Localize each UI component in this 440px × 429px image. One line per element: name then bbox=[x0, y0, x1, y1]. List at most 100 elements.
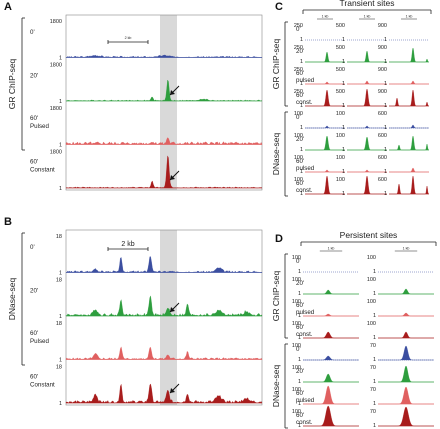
signal-track bbox=[389, 80, 429, 85]
scale-label: 1 kb bbox=[403, 247, 410, 251]
y-top-label: 70 bbox=[370, 409, 376, 415]
signal-track bbox=[65, 383, 263, 404]
signal-track bbox=[303, 405, 359, 427]
signal-track bbox=[305, 89, 345, 107]
row-label: 20' bbox=[296, 136, 304, 143]
signal-track bbox=[389, 135, 430, 151]
y-bottom-label: 1 bbox=[298, 357, 301, 363]
row-label: 0' bbox=[296, 26, 301, 33]
y-top-label: 900 bbox=[378, 89, 387, 95]
y-top-label: 100 bbox=[292, 277, 301, 283]
row-label: 20' bbox=[296, 48, 304, 55]
y-bottom-label: 1 bbox=[384, 103, 387, 109]
signal-track bbox=[303, 355, 359, 361]
y-top-label: 100 bbox=[294, 133, 303, 139]
dnase-side-label: DNase-seq bbox=[271, 132, 281, 175]
y-bottom-label: 1 bbox=[300, 125, 303, 131]
row-label: 60' bbox=[296, 324, 304, 331]
signal-track bbox=[378, 345, 434, 361]
signal-track bbox=[305, 169, 345, 173]
signal-track bbox=[305, 135, 345, 151]
y-bottom-label: 1 bbox=[342, 191, 345, 197]
y-bottom-label: 1 bbox=[373, 379, 376, 385]
y-bottom-label: 1 bbox=[384, 191, 387, 197]
signal-track bbox=[378, 406, 434, 427]
y-top-label: 100 bbox=[367, 255, 376, 261]
y-top-label: 100 bbox=[294, 155, 303, 161]
y-bottom-label: 1 bbox=[59, 143, 62, 149]
y-bottom-label: 1 bbox=[384, 125, 387, 131]
y-top-label: 900 bbox=[378, 67, 387, 73]
y-bottom-label: 1 bbox=[300, 169, 303, 175]
y-top-label: 600 bbox=[378, 133, 387, 139]
signal-track bbox=[65, 295, 263, 317]
signal-track bbox=[347, 88, 387, 107]
y-top-label: 100 bbox=[336, 155, 345, 161]
scale-label: 2 kb bbox=[125, 36, 132, 40]
signal-track bbox=[378, 288, 434, 295]
y-bottom-label: 1 bbox=[59, 314, 62, 320]
y-bottom-label: 1 bbox=[384, 81, 387, 87]
y-top-label: 100 bbox=[292, 343, 301, 349]
signal-track bbox=[378, 331, 434, 339]
track-frame bbox=[65, 229, 263, 406]
y-bottom-label: 1 bbox=[373, 335, 376, 341]
y-bottom-label: 1 bbox=[384, 59, 387, 65]
row-label: 0' bbox=[296, 114, 301, 121]
row-label: 60' bbox=[30, 115, 38, 122]
y-bottom-label: 1 bbox=[59, 271, 62, 277]
arrow-head bbox=[170, 90, 175, 95]
signal-track bbox=[347, 125, 387, 129]
y-top-label: 250 bbox=[294, 89, 303, 95]
y-top-label: 900 bbox=[378, 23, 387, 29]
y-bottom-label: 1 bbox=[373, 401, 376, 407]
row-label: 0' bbox=[30, 29, 35, 36]
y-top-label: 250 bbox=[294, 23, 303, 29]
y-bottom-label: 1 bbox=[300, 59, 303, 65]
signal-track bbox=[303, 313, 359, 317]
row-label: 60' bbox=[30, 374, 38, 381]
signal-track bbox=[389, 47, 430, 63]
y-bottom-label: 1 bbox=[373, 357, 376, 363]
signal-track bbox=[389, 167, 429, 173]
scale-label: 1 kb bbox=[322, 15, 329, 19]
row-label: Pulsed bbox=[30, 338, 49, 345]
y-top-label: 18 bbox=[56, 234, 62, 240]
y-top-label: 100 bbox=[292, 387, 301, 393]
row-label: Pulsed bbox=[30, 123, 49, 130]
signal-track bbox=[305, 81, 345, 85]
y-bottom-label: 1 bbox=[59, 186, 62, 192]
row-label: 60' bbox=[30, 159, 38, 166]
y-top-label: 100 bbox=[336, 111, 345, 117]
signal-track bbox=[347, 50, 387, 63]
y-top-label: 100 bbox=[367, 299, 376, 305]
signal-track bbox=[347, 136, 387, 151]
arrow-head bbox=[170, 307, 175, 312]
highlight-band bbox=[160, 15, 177, 190]
panel-title: Persistent sites bbox=[340, 230, 398, 240]
row-label: 60' bbox=[296, 390, 304, 397]
scale-label: 1 kb bbox=[328, 247, 335, 251]
row-label: Constant bbox=[30, 382, 55, 389]
track-frame bbox=[65, 14, 263, 191]
signal-track bbox=[65, 155, 263, 189]
y-top-label: 70 bbox=[370, 365, 376, 371]
background-layer bbox=[160, 15, 177, 405]
y-bottom-label: 1 bbox=[300, 191, 303, 197]
row-label: const. bbox=[296, 331, 313, 338]
y-bottom-label: 1 bbox=[298, 269, 301, 275]
row-label: pulsed bbox=[296, 165, 315, 172]
y-bottom-label: 1 bbox=[59, 401, 62, 407]
y-bottom-label: 1 bbox=[300, 147, 303, 153]
y-top-label: 18 bbox=[56, 365, 62, 371]
highlight-band bbox=[160, 230, 177, 405]
y-bottom-label: 1 bbox=[300, 81, 303, 87]
signal-track bbox=[65, 79, 263, 102]
dnase-side-label: DNase-seq bbox=[271, 364, 281, 407]
y-top-label: 18 bbox=[56, 321, 62, 327]
y-bottom-label: 1 bbox=[384, 169, 387, 175]
y-bottom-label: 1 bbox=[373, 269, 376, 275]
y-bottom-label: 1 bbox=[342, 59, 345, 65]
